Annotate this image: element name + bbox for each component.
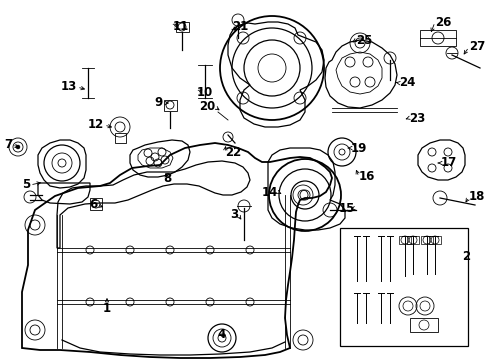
Text: 13: 13 (61, 81, 77, 94)
Bar (176, 22, 189, 32)
Text: 5: 5 (21, 179, 30, 192)
Bar (409, 318, 437, 332)
Text: 3: 3 (229, 208, 238, 221)
Bar (115, 133, 126, 143)
Text: 12: 12 (87, 118, 104, 131)
Text: 15: 15 (338, 202, 354, 215)
Text: 9: 9 (154, 96, 163, 109)
Bar (419, 30, 455, 46)
Bar (398, 236, 410, 244)
Bar (406, 236, 418, 244)
Text: 2: 2 (461, 249, 469, 262)
Bar (428, 236, 440, 244)
Text: 4: 4 (217, 328, 225, 342)
Text: 25: 25 (355, 33, 372, 46)
Text: 1: 1 (103, 302, 111, 315)
Bar (163, 100, 177, 111)
Text: 7: 7 (4, 139, 12, 152)
Circle shape (16, 145, 20, 149)
Text: 21: 21 (231, 21, 248, 33)
Bar (90, 198, 102, 210)
Text: 19: 19 (350, 141, 366, 154)
Text: 26: 26 (434, 15, 450, 28)
Text: 22: 22 (224, 147, 241, 159)
Text: 16: 16 (358, 171, 375, 184)
Text: 11: 11 (173, 21, 189, 33)
Bar (339, 228, 467, 346)
Text: 24: 24 (398, 77, 414, 90)
Text: 23: 23 (408, 112, 425, 125)
Text: 20: 20 (198, 100, 215, 113)
Text: 18: 18 (468, 190, 485, 203)
Text: 10: 10 (197, 86, 213, 99)
Text: 17: 17 (440, 157, 456, 170)
Text: 14: 14 (261, 185, 278, 198)
Bar (420, 236, 432, 244)
Text: 27: 27 (468, 40, 484, 54)
Text: 6: 6 (88, 198, 97, 211)
Text: 8: 8 (163, 171, 171, 184)
